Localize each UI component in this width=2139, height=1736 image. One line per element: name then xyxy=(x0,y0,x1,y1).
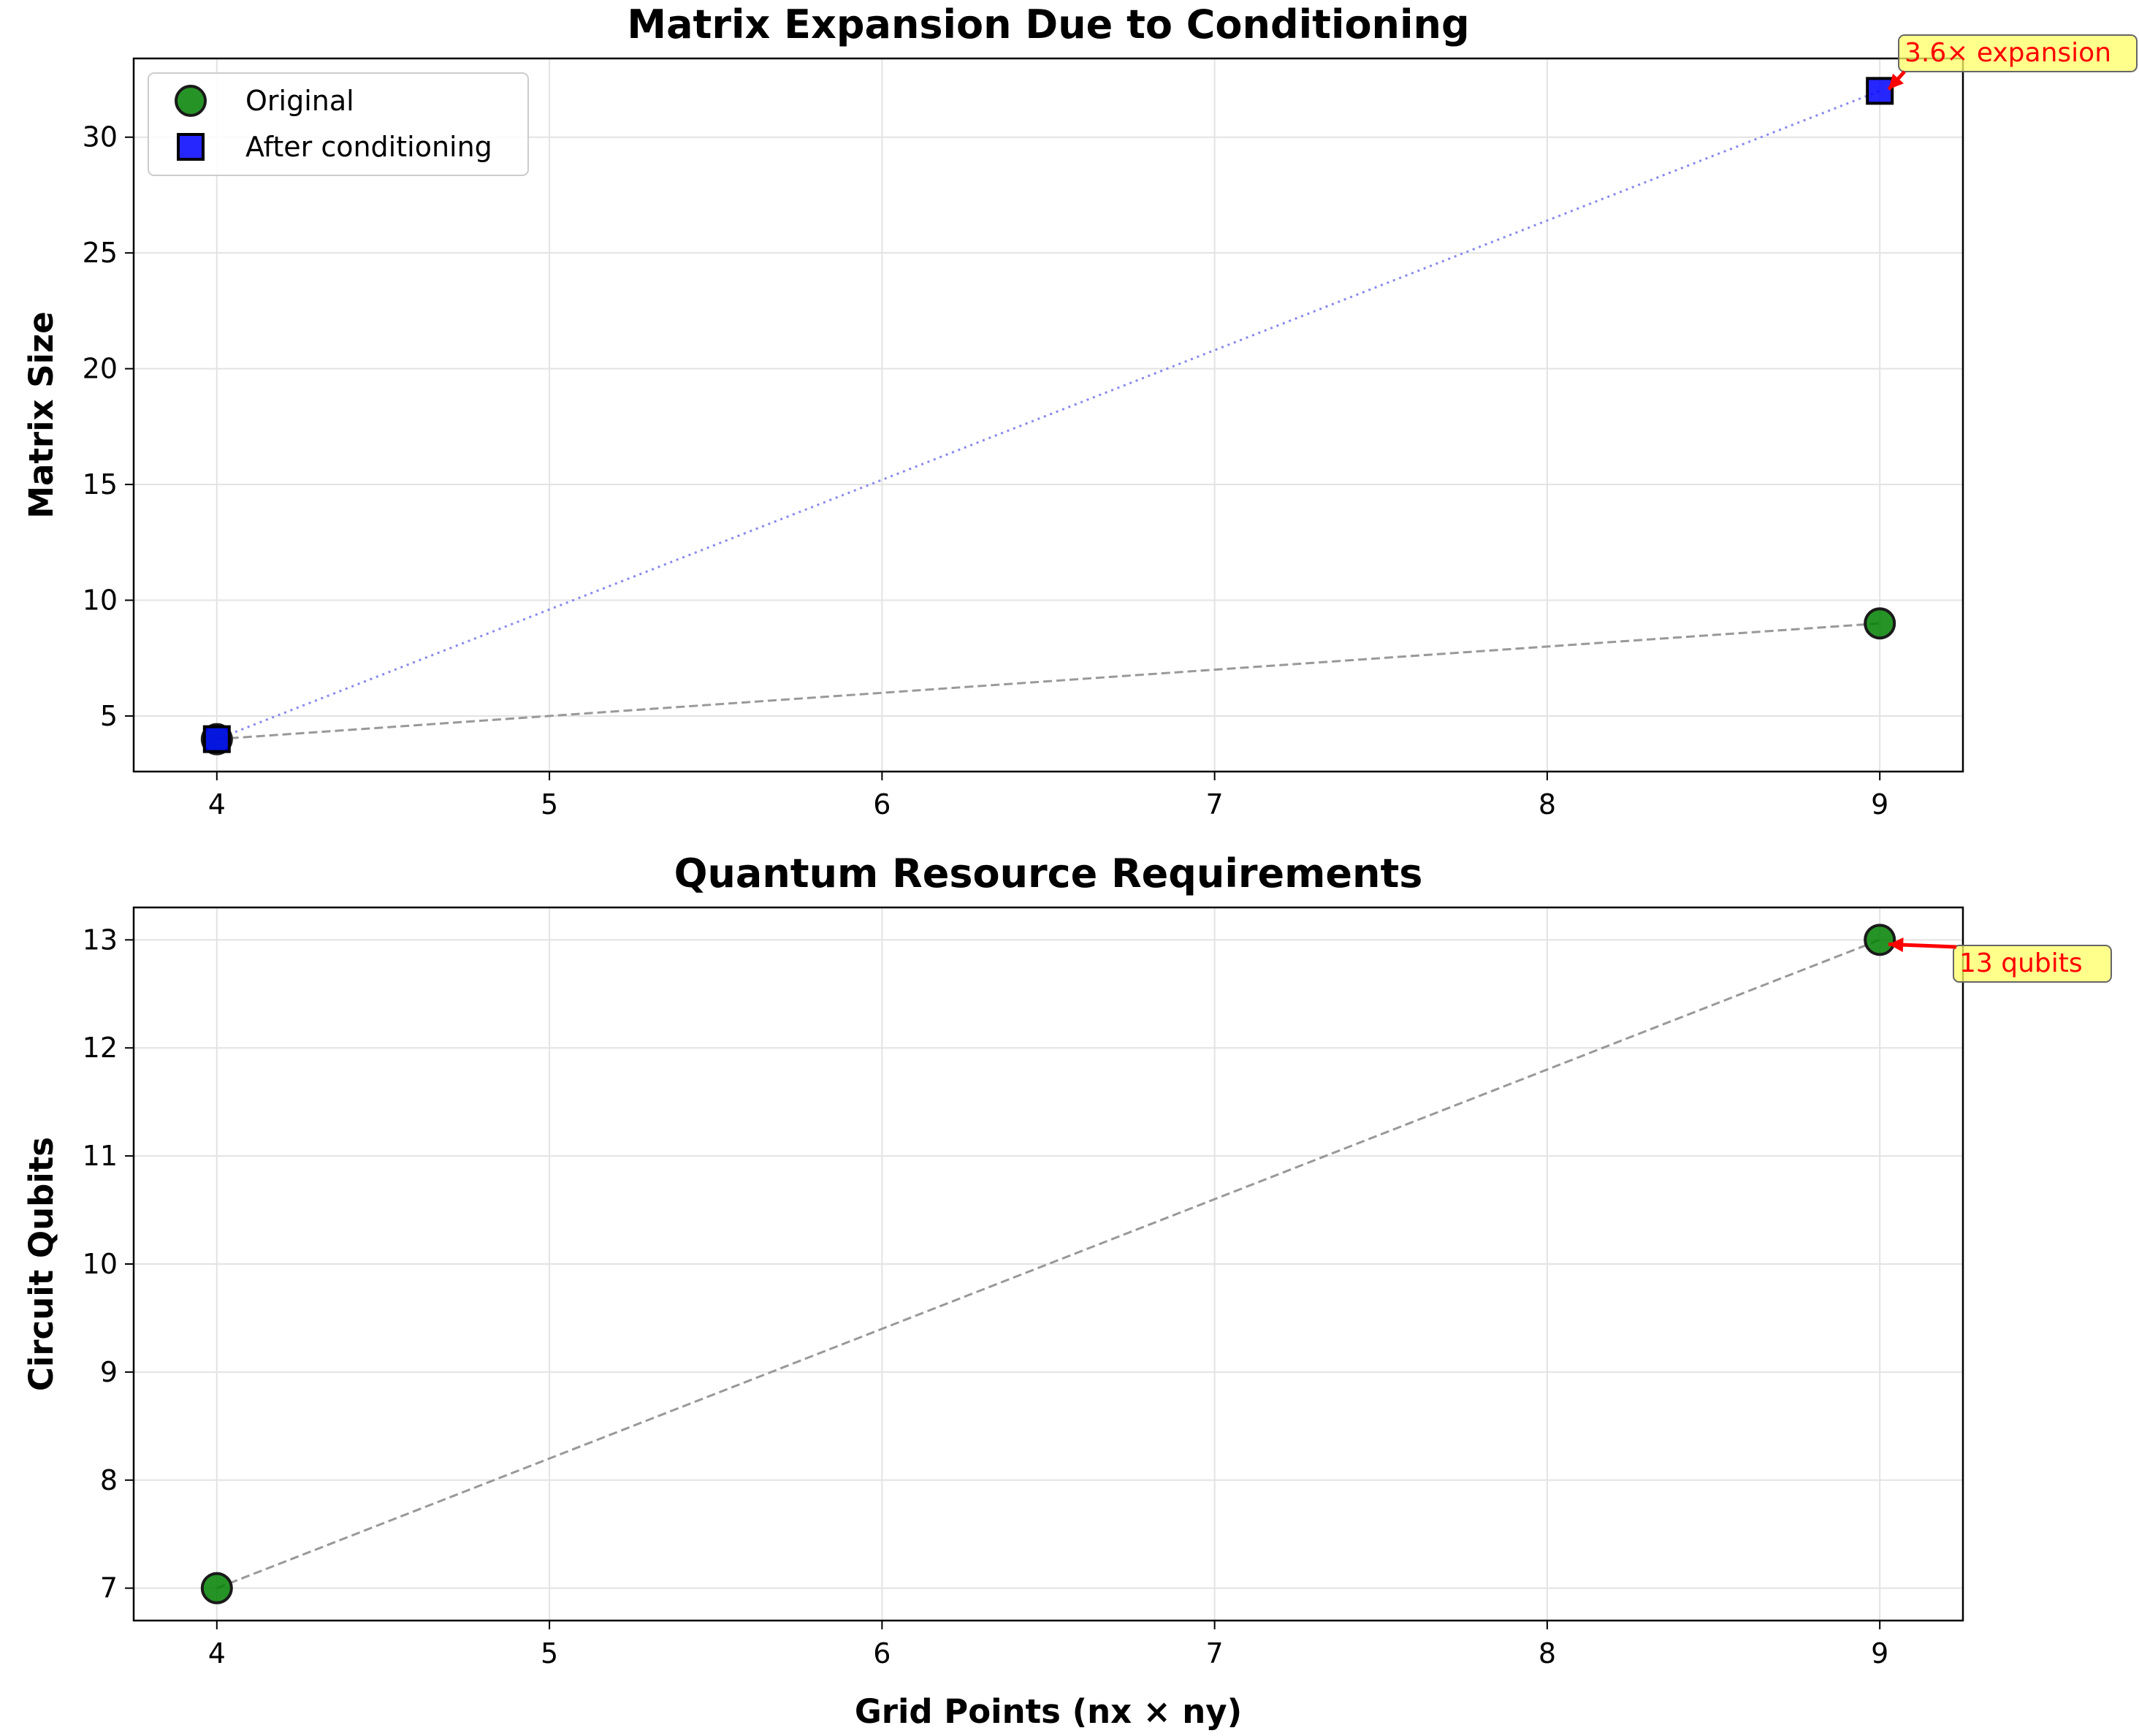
x-tick-label: 8 xyxy=(1539,788,1556,821)
x-axis-ticks: 4 5 6 7 8 9 xyxy=(208,772,1888,821)
annotation-label: 3.6× expansion xyxy=(1904,38,2111,68)
x-tick-label: 6 xyxy=(873,1637,891,1670)
data-points xyxy=(200,77,1896,755)
y-axis-label: Circuit Qubits xyxy=(22,1137,61,1391)
square-marker xyxy=(1866,77,1894,105)
data-points xyxy=(200,924,1896,1604)
x-tick-label: 5 xyxy=(541,788,558,821)
y-tick-label: 5 xyxy=(100,700,118,732)
series-lines xyxy=(216,938,1880,1590)
x-tick-label: 7 xyxy=(1206,788,1224,821)
legend-square-marker xyxy=(177,133,205,161)
series-line xyxy=(216,938,1880,1590)
x-tick-label: 4 xyxy=(208,788,226,821)
y-tick-label: 8 xyxy=(100,1464,118,1496)
annotation-label: 13 qubits xyxy=(1959,948,2083,978)
x-tick-label: 5 xyxy=(541,1637,558,1670)
legend: Original After conditioning xyxy=(148,72,529,176)
circle-marker xyxy=(1864,924,1896,956)
x-axis-ticks: 4 5 6 7 8 9 xyxy=(208,1621,1888,1670)
grid-lines xyxy=(134,58,1963,772)
legend-entry-label: Original xyxy=(245,85,354,117)
circle-marker xyxy=(1864,607,1896,640)
annotation: 13 qubits xyxy=(1888,937,2112,983)
plot-frame xyxy=(132,57,1964,773)
arrow-head xyxy=(1888,73,1904,90)
y-axis-label: Matrix Size xyxy=(22,311,61,519)
y-tick-label: 10 xyxy=(83,1248,118,1280)
x-tick-label: 9 xyxy=(1871,788,1888,821)
legend-entry-label: After conditioning xyxy=(245,131,492,163)
series-line xyxy=(216,622,1880,741)
x-tick-label: 7 xyxy=(1206,1637,1224,1670)
annotation: 3.6× expansion xyxy=(1887,34,2138,91)
y-tick-label: 20 xyxy=(83,353,118,385)
annotation-box xyxy=(1898,34,2138,72)
y-axis-ticks: 7 8 9 10 11 12 13 xyxy=(83,924,134,1604)
y-tick-label: 30 xyxy=(83,121,118,153)
y-tick-label: 15 xyxy=(83,468,118,500)
circle-marker xyxy=(200,1572,233,1604)
x-tick-label: 6 xyxy=(873,788,891,821)
x-tick-label: 9 xyxy=(1871,1637,1888,1670)
y-tick-label: 12 xyxy=(83,1032,118,1064)
annotation-box xyxy=(1953,945,2112,983)
legend-box xyxy=(148,72,529,176)
x-axis-label: Grid Points (nx × ny) xyxy=(855,1692,1242,1731)
y-tick-label: 25 xyxy=(83,237,118,269)
chart-title: Matrix Expansion Due to Conditioning xyxy=(627,1,1469,47)
chart-title: Quantum Resource Requirements xyxy=(674,850,1423,896)
series-line xyxy=(216,89,1880,741)
y-tick-label: 11 xyxy=(83,1140,118,1172)
legend-circle-marker xyxy=(175,85,207,117)
quantum-resource-panel: 4 5 6 7 8 9 7 8 9 10 11 12 13 Quantum Resource Requ… xyxy=(22,850,2112,1731)
y-tick-label: 13 xyxy=(83,924,118,956)
x-tick-label: 4 xyxy=(208,1637,226,1670)
y-tick-label: 9 xyxy=(100,1356,118,1388)
y-tick-label: 7 xyxy=(100,1572,118,1604)
matrix-expansion-panel: 4 5 6 7 8 9 5 10 15 20 25 30 Matrix Expansion Due … xyxy=(22,1,2138,821)
y-axis-ticks: 5 10 15 20 25 30 xyxy=(83,121,134,732)
arrow-head xyxy=(1888,937,1904,953)
grid-lines xyxy=(134,907,1963,1621)
x-tick-label: 8 xyxy=(1539,1637,1556,1670)
square-marker xyxy=(202,725,231,753)
y-tick-label: 10 xyxy=(83,585,118,617)
series-lines xyxy=(216,89,1880,741)
